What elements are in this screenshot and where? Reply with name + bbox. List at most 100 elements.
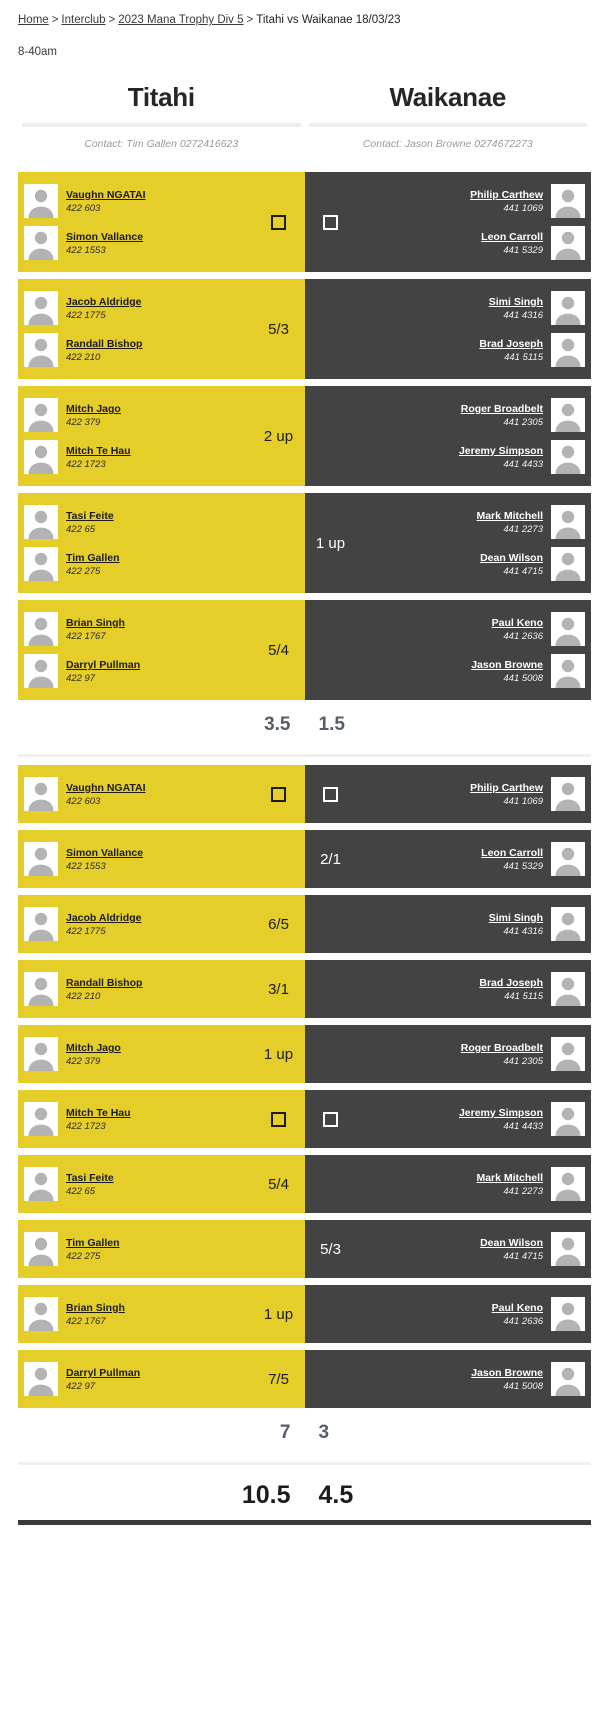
away-players: Simi Singh 441 4316 Brad Joseph 441 5115	[305, 279, 592, 379]
player-name-link[interactable]: Mark Mitchell	[476, 510, 543, 522]
player-name-link[interactable]: Leon Carroll	[481, 847, 543, 859]
player-name-link[interactable]: Brian Singh	[66, 617, 125, 629]
home-match-score: 1 up	[263, 1305, 294, 1323]
player-name-link[interactable]: Mark Mitchell	[476, 1172, 543, 1184]
player-name-link[interactable]: Darryl Pullman	[66, 1367, 141, 1379]
away-team-contact: Contact: Jason Browne 0274672273	[362, 138, 533, 150]
player-info: Mitch Te Hau 422 1723	[66, 1105, 131, 1133]
breadcrumb-item-1[interactable]: Home	[18, 14, 49, 26]
player-entry: Roger Broadbelt 441 2305	[305, 1033, 592, 1075]
player-number: 441 2636	[503, 631, 543, 642]
player-entry: Mark Mitchell 441 2273	[305, 1163, 592, 1205]
player-name-link[interactable]: Simon Vallance	[66, 231, 144, 243]
player-name-link[interactable]: Vaughn NGATAI	[66, 782, 146, 794]
player-info: Brian Singh 422 1767	[66, 1300, 125, 1328]
player-name-link[interactable]: Randall Bishop	[66, 977, 143, 989]
player-name-link[interactable]: Paul Keno	[491, 617, 543, 629]
player-number: 441 4316	[503, 926, 543, 937]
square-icon	[323, 786, 338, 802]
player-number: 422 1775	[66, 310, 106, 321]
player-name-link[interactable]: Tasi Feite	[66, 1172, 114, 1184]
player-name-link[interactable]: Roger Broadbelt	[460, 1042, 543, 1054]
player-number: 422 1553	[66, 861, 106, 872]
player-entry: Brad Joseph 441 5115	[305, 329, 592, 371]
player-name-link[interactable]: Mitch Jago	[66, 1042, 121, 1054]
home-players: Mitch Jago 422 379	[18, 1025, 259, 1083]
match-result-page: Home > Interclub >2023 Mana Trophy Div 5 > Ti…	[18, 14, 592, 1525]
player-number: 422 1775	[66, 926, 106, 937]
player-name-link[interactable]: Philip Carthew	[470, 189, 543, 201]
breadcrumb-item-2[interactable]: Interclub	[61, 14, 106, 26]
player-name-link[interactable]: Darryl Pullman	[66, 659, 141, 671]
player-name-link[interactable]: Dean Wilson	[480, 1237, 543, 1249]
avatar-placeholder-icon	[551, 226, 585, 260]
player-name-link[interactable]: Randall Bishop	[66, 338, 143, 350]
player-name-link[interactable]: Tim Gallen	[66, 552, 120, 564]
player-name-link[interactable]: Simi Singh	[488, 296, 543, 308]
home-team-header: Titahi Contact: Tim Gallen 0272416623	[18, 80, 305, 150]
player-name-link[interactable]: Brad Joseph	[479, 338, 543, 350]
bottom-rule	[18, 1520, 591, 1525]
home-match-score: 7/5	[268, 1370, 289, 1388]
avatar-placeholder-icon	[24, 842, 58, 876]
home-side-panel: Tasi Feite 422 65 Tim Gallen 422 275	[18, 493, 305, 593]
player-name-link[interactable]: Roger Broadbelt	[460, 403, 543, 415]
player-info: Mark Mitchell 441 2273	[476, 1170, 543, 1198]
player-number: 422 210	[66, 352, 101, 363]
player-info: Roger Broadbelt 441 2305	[461, 401, 543, 429]
player-number: 441 2273	[503, 1186, 543, 1197]
singles-home-subtotal-cell: 7	[18, 1422, 305, 1444]
player-name-link[interactable]: Brian Singh	[66, 1302, 125, 1314]
player-info: Philip Carthew 441 1069	[470, 780, 543, 808]
home-team-contact: Contact: Tim Gallen 0272416623	[84, 138, 239, 150]
player-info: Dean Wilson 441 4715	[480, 1235, 543, 1263]
home-side-panel: Mitch Te Hau 422 1723	[18, 1090, 305, 1148]
player-info: Mitch Jago 422 379	[66, 1040, 121, 1068]
player-name-link[interactable]: Mitch Te Hau	[66, 445, 131, 457]
home-side-panel: Mitch Jago 422 379 Mitch Te Hau 422 1723 2 u…	[18, 386, 305, 486]
player-name-link[interactable]: Jeremy Simpson	[458, 1107, 543, 1119]
grand-total-home: 10.5	[241, 1481, 291, 1509]
away-match-score: 2/1	[320, 850, 341, 868]
match-row: Vaughn NGATAI 422 603 Simon Vallance 422 15…	[18, 172, 591, 272]
player-name-link[interactable]: Brad Joseph	[479, 977, 543, 989]
player-name-link[interactable]: Jacob Aldridge	[66, 912, 142, 924]
singles-away-subtotal-cell: 3	[305, 1422, 592, 1444]
home-players: Brian Singh 422 1767	[18, 1285, 259, 1343]
player-name-link[interactable]: Paul Keno	[491, 1302, 543, 1314]
match-row: Jacob Aldridge 422 1775 6/5 Simi Singh 441 4…	[18, 895, 591, 953]
away-side-panel: Brad Joseph 441 5115	[304, 960, 591, 1018]
grand-total-away-cell: 4.5	[305, 1481, 592, 1510]
doubles-away-subtotal: 1.5	[318, 714, 345, 735]
player-info: Paul Keno 441 2636	[492, 1300, 543, 1328]
doubles-home-subtotal-cell: 3.5	[18, 714, 305, 736]
player-name-link[interactable]: Simi Singh	[488, 912, 543, 924]
player-name-link[interactable]: Tim Gallen	[66, 1237, 120, 1249]
avatar-placeholder-icon	[24, 226, 58, 260]
player-name-link[interactable]: Philip Carthew	[470, 782, 543, 794]
player-name-link[interactable]: Jason Browne	[471, 1367, 543, 1379]
breadcrumb-item-3[interactable]: 2023 Mana Trophy Div 5	[118, 14, 244, 26]
player-name-link[interactable]: Jason Browne	[471, 659, 543, 671]
away-side-panel: Roger Broadbelt 441 2305 Jeremy Simpson 441…	[304, 386, 592, 486]
player-entry: Roger Broadbelt 441 2305	[305, 394, 592, 436]
player-name-link[interactable]: Dean Wilson	[480, 552, 543, 564]
player-entry: Randall Bishop 422 210	[18, 329, 259, 371]
player-number: 422 97	[66, 1381, 96, 1392]
player-name-link[interactable]: Leon Carroll	[481, 231, 543, 243]
player-name-link[interactable]: Simon Vallance	[66, 847, 144, 859]
player-name-link[interactable]: Jacob Aldridge	[66, 296, 142, 308]
home-team-divider	[22, 123, 301, 127]
player-name-link[interactable]: Mitch Te Hau	[66, 1107, 131, 1119]
player-info: Tim Gallen 422 275	[66, 1235, 120, 1263]
player-number: 422 379	[66, 417, 101, 428]
player-name-link[interactable]: Vaughn NGATAI	[66, 189, 146, 201]
avatar-placeholder-icon	[24, 1167, 58, 1201]
player-name-link[interactable]: Tasi Feite	[66, 510, 114, 522]
player-name-link[interactable]: Jeremy Simpson	[458, 445, 543, 457]
avatar-placeholder-icon	[551, 612, 585, 646]
home-match-score: 6/5	[268, 915, 289, 933]
player-number: 441 4316	[503, 310, 543, 321]
player-number: 441 4715	[503, 1251, 543, 1262]
player-name-link[interactable]: Mitch Jago	[66, 403, 121, 415]
